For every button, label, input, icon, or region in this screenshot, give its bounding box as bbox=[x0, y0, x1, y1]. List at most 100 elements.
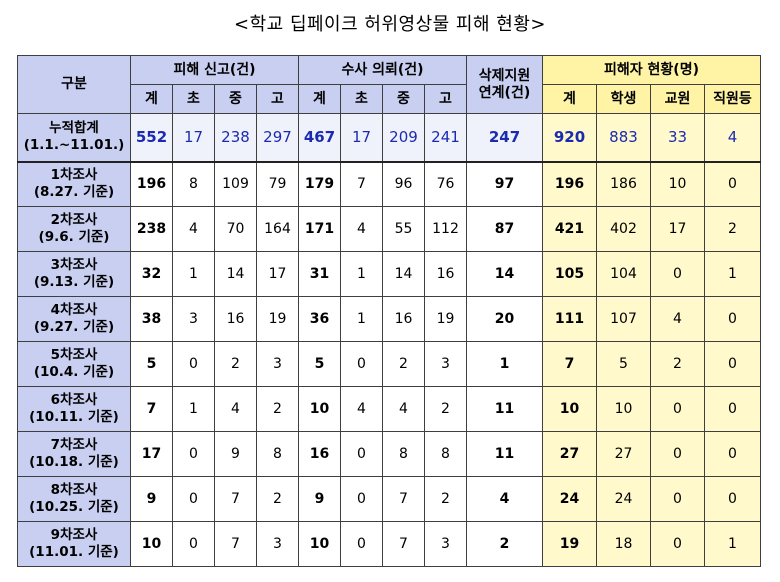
report-total-cell: 32 bbox=[130, 251, 173, 297]
investigation-middle-cell: 7 bbox=[382, 476, 425, 522]
deletion-cell: 4 bbox=[466, 476, 543, 522]
report-elementary-cell: 0 bbox=[172, 476, 215, 522]
report-high-cell: 2 bbox=[256, 476, 299, 522]
investigation-elementary-cell: 1 bbox=[340, 296, 383, 342]
investigation-total-cell: 467 bbox=[298, 113, 341, 162]
victims-staff-cell: 0 bbox=[704, 476, 761, 522]
row-label: 9차조사 (11.01. 기준) bbox=[17, 521, 131, 567]
victims-teacher-cell: 0 bbox=[650, 521, 705, 567]
header-deletion: 삭제지원 연계(건) bbox=[466, 55, 543, 114]
report-high-cell: 8 bbox=[256, 431, 299, 477]
investigation-middle-cell: 209 bbox=[382, 113, 425, 162]
row-label-period: (10.4. 기준) bbox=[33, 364, 115, 380]
report-elementary-cell: 0 bbox=[172, 431, 215, 477]
victims-teacher-cell: 0 bbox=[650, 251, 705, 297]
header-report-total: 계 bbox=[130, 84, 173, 114]
victims-student-cell: 402 bbox=[596, 206, 651, 252]
survey-row: 9차조사 (11.01. 기준) 10 0 7 3 10 0 7 3 2 19 18 0 1 bbox=[17, 521, 761, 567]
report-elementary-cell: 1 bbox=[172, 251, 215, 297]
victims-student-cell: 107 bbox=[596, 296, 651, 342]
header-report-elementary: 초 bbox=[172, 84, 215, 114]
report-total-cell: 552 bbox=[130, 113, 173, 162]
report-total-cell: 5 bbox=[130, 341, 173, 387]
row-label: 7차조사 (10.18. 기준) bbox=[17, 431, 131, 477]
row-label-name: 5차조사 bbox=[50, 347, 98, 363]
investigation-total-cell: 179 bbox=[298, 160, 341, 207]
report-total-cell: 10 bbox=[130, 521, 173, 567]
investigation-middle-cell: 16 bbox=[382, 296, 425, 342]
report-middle-cell: 16 bbox=[214, 296, 257, 342]
header-investigation-middle: 중 bbox=[382, 84, 425, 114]
investigation-total-cell: 9 bbox=[298, 476, 341, 522]
victims-student-cell: 186 bbox=[596, 160, 651, 207]
report-elementary-cell: 0 bbox=[172, 521, 215, 567]
header-victims-teacher: 교원 bbox=[650, 84, 705, 114]
report-high-cell: 79 bbox=[256, 160, 299, 207]
header-investigation-elementary: 초 bbox=[340, 84, 383, 114]
victims-total-cell: 196 bbox=[542, 160, 597, 207]
deletion-cell: 97 bbox=[466, 160, 543, 207]
victims-teacher-cell: 0 bbox=[650, 386, 705, 432]
investigation-high-cell: 112 bbox=[424, 206, 467, 252]
report-middle-cell: 70 bbox=[214, 206, 257, 252]
investigation-total-cell: 36 bbox=[298, 296, 341, 342]
report-total-cell: 196 bbox=[130, 160, 173, 207]
report-middle-cell: 7 bbox=[214, 521, 257, 567]
header-victims: 피해자 현황(명) bbox=[542, 55, 761, 85]
row-label-name: 1차조사 bbox=[50, 167, 98, 184]
investigation-high-cell: 8 bbox=[424, 431, 467, 477]
deletion-cell: 247 bbox=[466, 113, 543, 162]
victims-total-cell: 19 bbox=[542, 521, 597, 567]
report-middle-cell: 4 bbox=[214, 386, 257, 432]
report-elementary-cell: 1 bbox=[172, 386, 215, 432]
report-high-cell: 19 bbox=[256, 296, 299, 342]
survey-row: 7차조사 (10.18. 기준) 17 0 9 8 16 0 8 8 11 27 27 0 0 bbox=[17, 431, 761, 477]
investigation-total-cell: 171 bbox=[298, 206, 341, 252]
victims-student-cell: 104 bbox=[596, 251, 651, 297]
header-report-high: 고 bbox=[256, 84, 299, 114]
investigation-total-cell: 5 bbox=[298, 341, 341, 387]
victims-staff-cell: 0 bbox=[704, 386, 761, 432]
report-total-cell: 238 bbox=[130, 206, 173, 252]
victims-total-cell: 920 bbox=[542, 113, 597, 162]
investigation-elementary-cell: 4 bbox=[340, 386, 383, 432]
victims-total-cell: 111 bbox=[542, 296, 597, 342]
report-middle-cell: 238 bbox=[214, 113, 257, 162]
row-label-period: (9.27. 기준) bbox=[33, 319, 115, 335]
row-label-name: 누적합계 bbox=[49, 120, 99, 137]
victims-student-cell: 10 bbox=[596, 386, 651, 432]
deletion-cell: 87 bbox=[466, 206, 543, 252]
investigation-elementary-cell: 0 bbox=[340, 476, 383, 522]
investigation-high-cell: 3 bbox=[424, 521, 467, 567]
report-middle-cell: 9 bbox=[214, 431, 257, 477]
row-label-period: (10.18. 기준) bbox=[29, 454, 119, 470]
victims-total-cell: 421 bbox=[542, 206, 597, 252]
investigation-middle-cell: 7 bbox=[382, 521, 425, 567]
report-middle-cell: 2 bbox=[214, 341, 257, 387]
victims-total-cell: 105 bbox=[542, 251, 597, 297]
investigation-high-cell: 2 bbox=[424, 476, 467, 522]
survey-row: 5차조사 (10.4. 기준) 5 0 2 3 5 0 2 3 1 7 5 2 0 bbox=[17, 341, 761, 387]
report-total-cell: 9 bbox=[130, 476, 173, 522]
report-high-cell: 2 bbox=[256, 386, 299, 432]
victims-teacher-cell: 4 bbox=[650, 296, 705, 342]
victims-staff-cell: 0 bbox=[704, 296, 761, 342]
victims-student-cell: 883 bbox=[596, 113, 651, 162]
investigation-total-cell: 16 bbox=[298, 431, 341, 477]
investigation-middle-cell: 2 bbox=[382, 341, 425, 387]
investigation-middle-cell: 55 bbox=[382, 206, 425, 252]
victims-staff-cell: 0 bbox=[704, 160, 761, 207]
row-label-period: (11.01. 기준) bbox=[29, 544, 119, 560]
survey-row: 6차조사 (10.11. 기준) 7 1 4 2 10 4 4 2 11 10 10 0 0 bbox=[17, 386, 761, 432]
row-label-name: 2차조사 bbox=[50, 212, 98, 228]
victims-staff-cell: 0 bbox=[704, 341, 761, 387]
victims-staff-cell: 1 bbox=[704, 251, 761, 297]
investigation-high-cell: 3 bbox=[424, 341, 467, 387]
victims-student-cell: 5 bbox=[596, 341, 651, 387]
report-middle-cell: 7 bbox=[214, 476, 257, 522]
row-label-name: 3차조사 bbox=[50, 257, 98, 273]
survey-row: 8차조사 (10.25. 기준) 9 0 7 2 9 0 7 2 4 24 24 0 0 bbox=[17, 476, 761, 522]
header-report: 피해 신고(건) bbox=[130, 55, 299, 85]
report-elementary-cell: 17 bbox=[172, 113, 215, 162]
victims-teacher-cell: 2 bbox=[650, 341, 705, 387]
